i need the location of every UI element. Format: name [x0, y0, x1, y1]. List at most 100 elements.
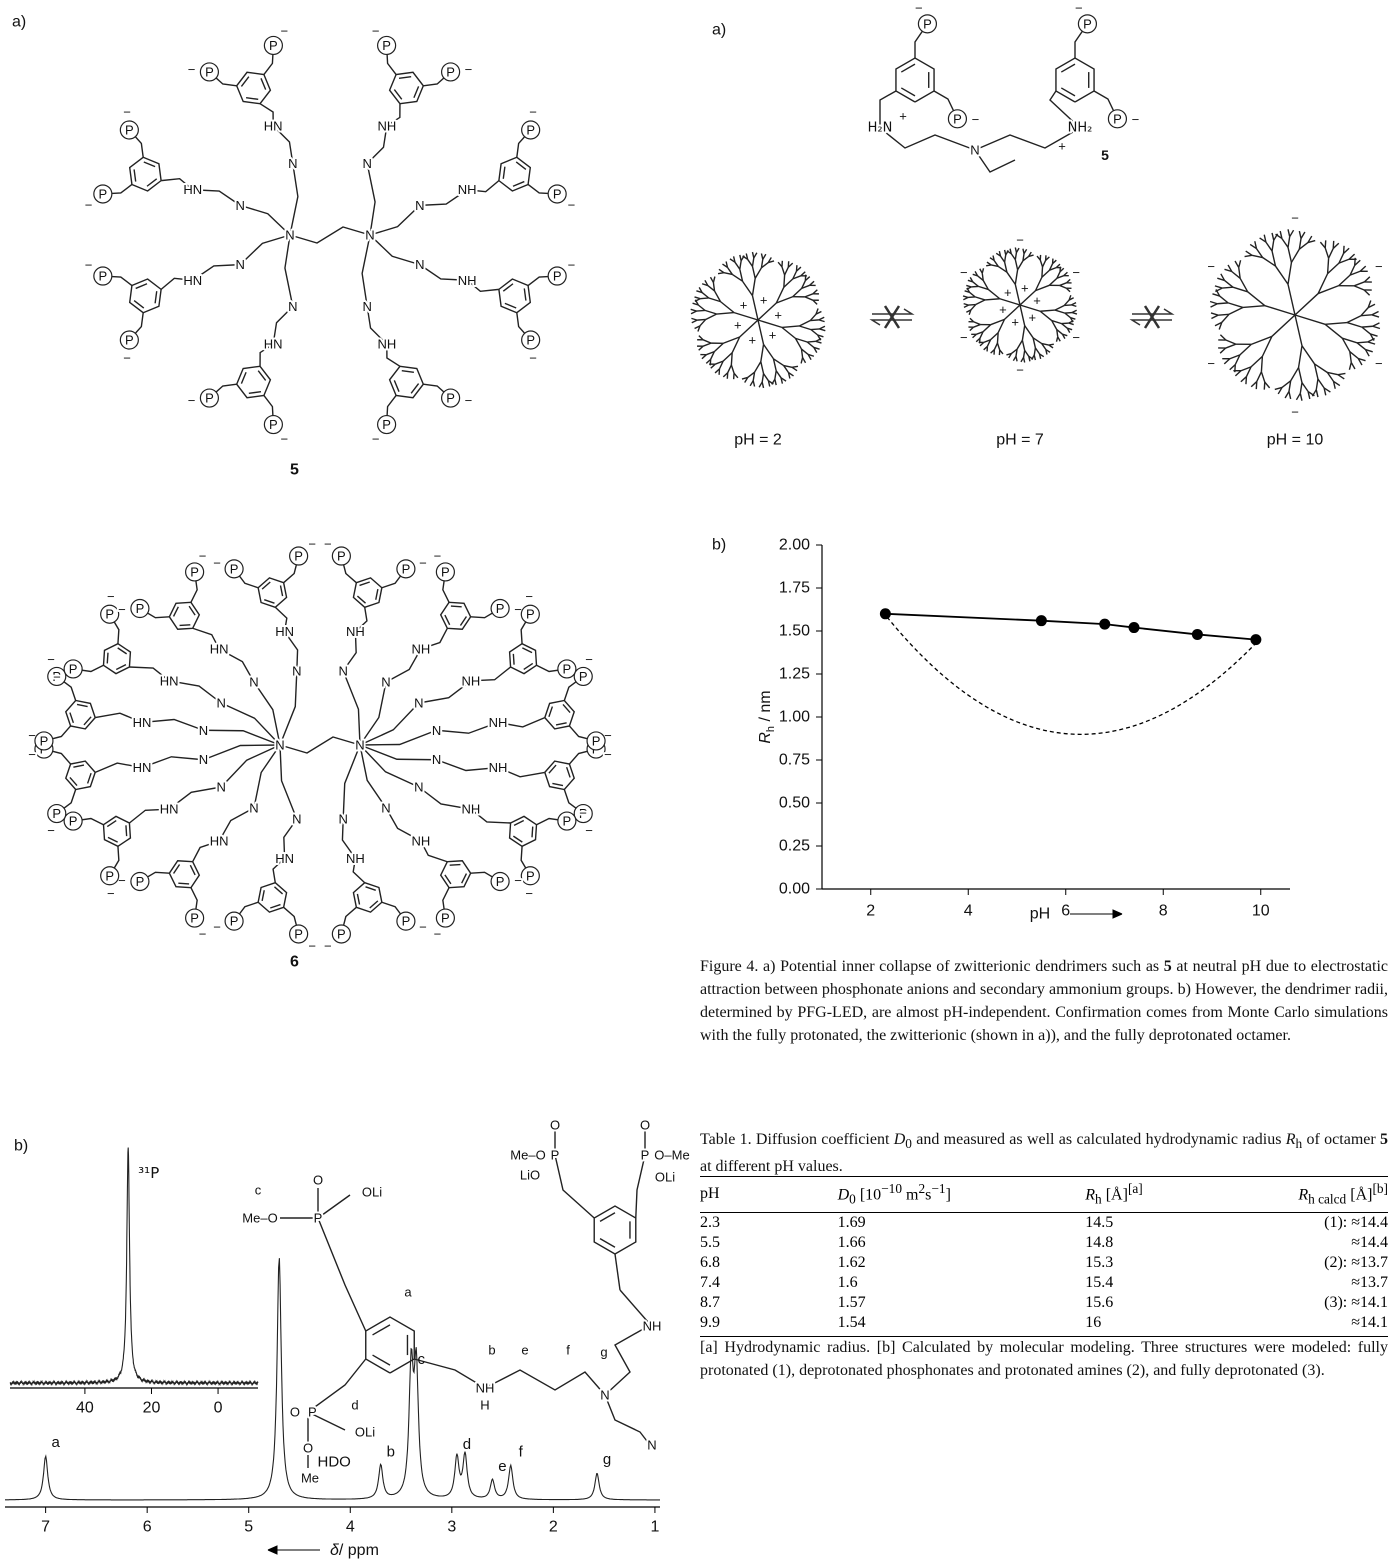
bond [799, 326, 811, 330]
bond [1282, 238, 1288, 247]
charge: − [525, 589, 533, 604]
atom-label: NH [346, 851, 365, 866]
bond [450, 865, 461, 866]
bond [764, 374, 769, 381]
atom-label: P [1083, 16, 1092, 31]
bond [696, 310, 705, 311]
atom-label: P [563, 661, 572, 676]
charge: − [213, 556, 221, 571]
bond [1316, 390, 1318, 397]
text-part: [10 [856, 1186, 881, 1203]
bond [360, 745, 419, 787]
bond [1272, 315, 1295, 336]
header-row: pHD0 [10−10 m2s−1]Rh [Å][a]Rh calcd [Å][… [700, 1177, 1388, 1212]
bond [1339, 275, 1350, 286]
x-tick-label: 8 [1159, 903, 1168, 920]
bond [1295, 315, 1302, 346]
charge: + [1058, 139, 1066, 154]
bond [290, 227, 370, 243]
text-part: and measured as well as calculated hydro… [912, 1131, 1286, 1148]
table-cell: 15.3 [1085, 1253, 1250, 1273]
bond [775, 371, 776, 379]
table-row: 5.51.6614.8≈14.4 [700, 1233, 1388, 1253]
table-cell: 14.5 [1085, 1212, 1250, 1233]
peak-label: e [498, 1458, 506, 1475]
atom-label: P [269, 38, 278, 53]
bond [360, 730, 437, 745]
bond [698, 305, 705, 310]
charge: − [1207, 356, 1215, 371]
bond [1240, 344, 1251, 355]
bond [968, 297, 975, 298]
atom-label: P [923, 16, 932, 31]
atom-label: P [125, 333, 134, 348]
panel-label: b) [14, 1138, 28, 1155]
y-tick-label: 0.50 [779, 795, 810, 812]
bond [782, 327, 796, 338]
bond [703, 343, 711, 346]
peak-label: f [519, 1443, 524, 1460]
bond [402, 371, 414, 373]
atom-label: O [290, 1405, 300, 1420]
y-tick-label: 0.75 [779, 752, 810, 769]
bond [1251, 356, 1262, 367]
bond [974, 325, 981, 328]
table-footnote: [a] Hydrodynamic radius. [b] Calculated … [700, 1336, 1388, 1382]
data-point [1129, 622, 1140, 633]
atom-label: P [563, 814, 572, 829]
bond [735, 262, 740, 269]
bond [1295, 315, 1325, 324]
bond [963, 296, 968, 298]
bond [1021, 358, 1024, 362]
atom-label: NH [489, 760, 508, 775]
bond [1220, 348, 1226, 353]
bond [1266, 242, 1272, 251]
atom-label: P [382, 38, 391, 53]
atom-label: H [480, 1398, 489, 1413]
charge: − [1075, 1, 1083, 16]
bond [1243, 306, 1265, 308]
atom-label: P [230, 914, 239, 929]
bond [1261, 372, 1264, 382]
atom-label: N [600, 1388, 609, 1403]
bond [1302, 383, 1308, 392]
bond [1349, 362, 1351, 369]
table-cell: 15.6 [1085, 1293, 1250, 1313]
spectrum-trace [10, 1148, 258, 1385]
atom-label: P [496, 874, 505, 889]
bond [1325, 248, 1328, 258]
atom-label: P [553, 269, 562, 284]
label-part: / nm [757, 690, 774, 726]
atom-label: N [288, 156, 297, 171]
bond [1302, 346, 1315, 364]
atom-label: P [953, 111, 962, 126]
atom-label: P [526, 607, 535, 622]
bond [1024, 350, 1025, 357]
atom-label: NH [462, 802, 481, 817]
atom-label: P [190, 564, 199, 579]
compound-label: 6 [290, 954, 299, 971]
atom-label: P [551, 1148, 560, 1163]
charge: − [1375, 259, 1383, 274]
bond [801, 358, 802, 364]
atom-label: N [275, 738, 284, 753]
charge: − [281, 431, 289, 446]
atom-label: OLi [355, 1425, 375, 1440]
bond [1072, 313, 1077, 315]
peak-label: b [387, 1443, 395, 1460]
atom-label: HN [275, 624, 294, 639]
table-cell: ≈14.1 [1250, 1313, 1388, 1337]
bond [691, 309, 697, 311]
table-cell: 1.57 [838, 1293, 1086, 1313]
charge: − [199, 548, 207, 563]
bond [1040, 311, 1052, 320]
bond [1215, 286, 1222, 288]
charge: + [899, 109, 907, 124]
charge: − [1016, 233, 1024, 248]
bond [414, 1359, 605, 1395]
atom-label: P [99, 269, 108, 284]
charge: − [1291, 404, 1299, 419]
atom-label: P [294, 549, 303, 564]
bond [988, 289, 1000, 298]
charge: − [465, 62, 473, 77]
